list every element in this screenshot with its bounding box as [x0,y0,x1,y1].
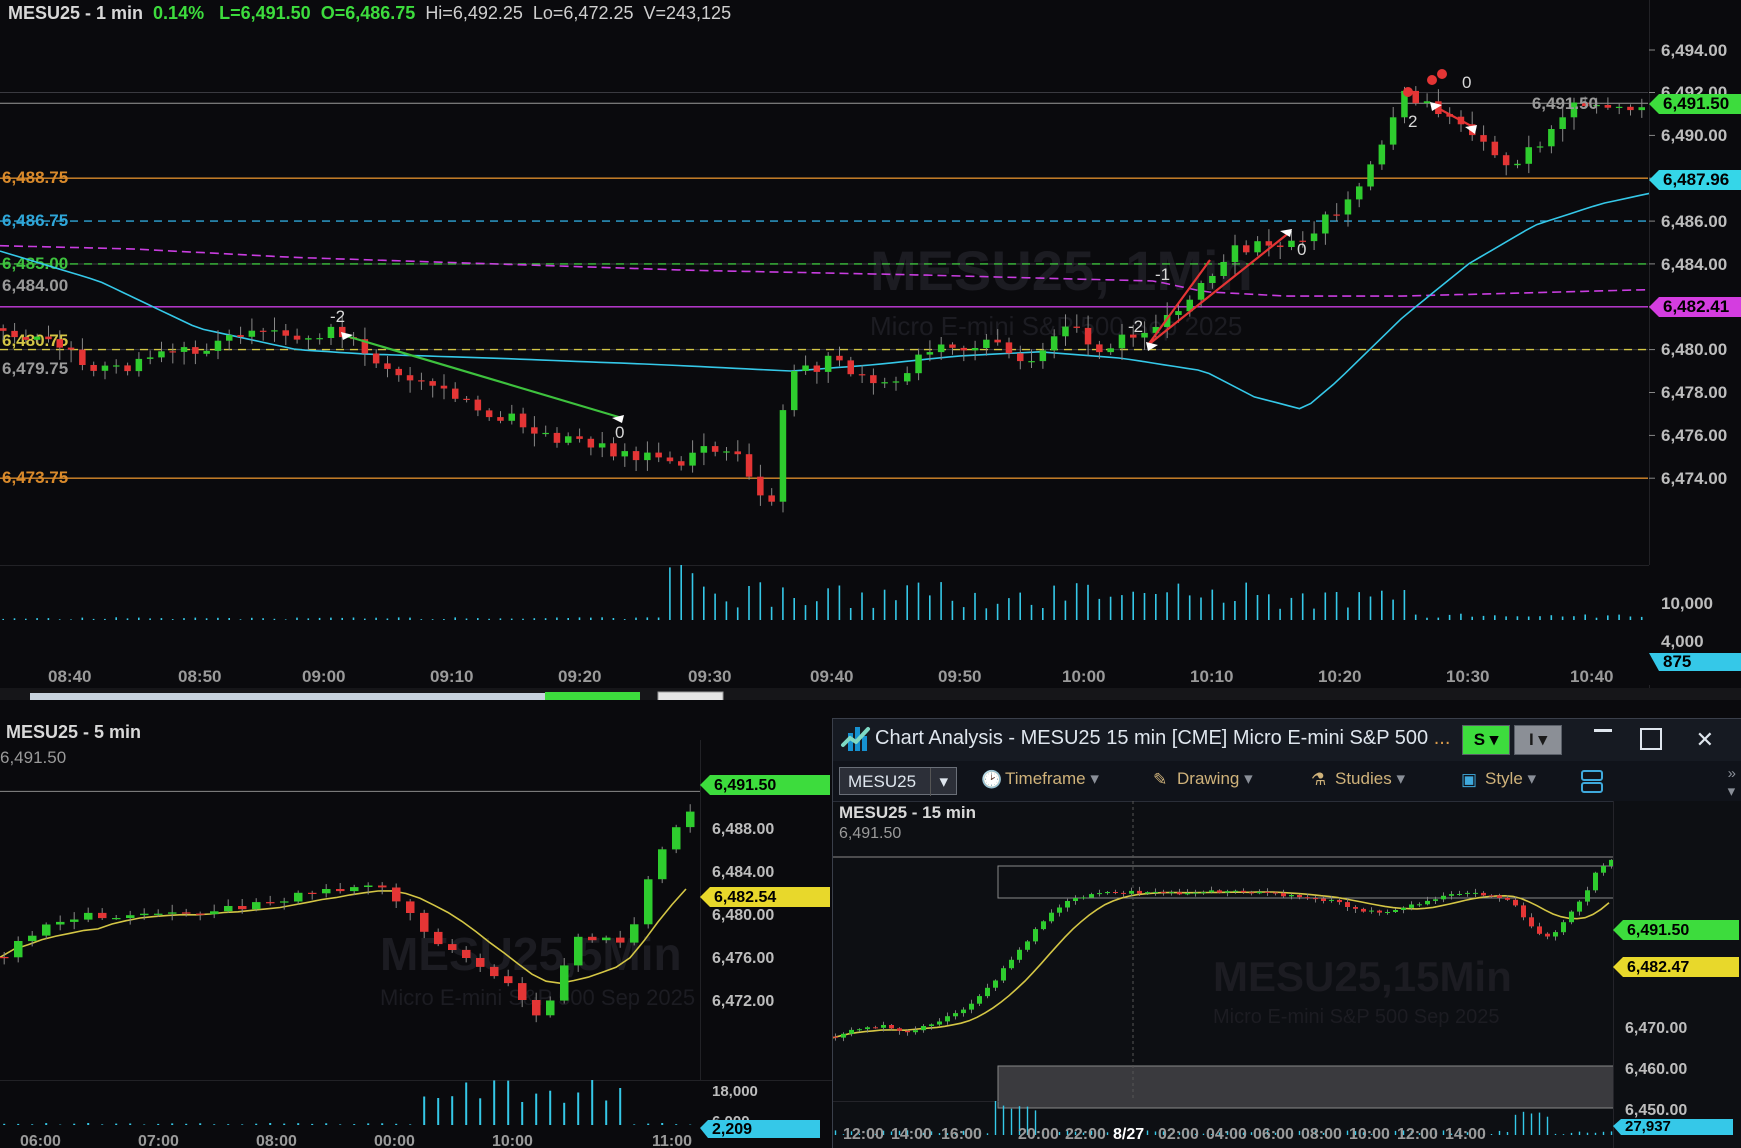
svg-text:0: 0 [1462,73,1471,92]
svg-text:6,491.50: 6,491.50 [1627,922,1689,939]
svg-text:02:00: 02:00 [1158,1126,1199,1143]
svg-text:6,488.75: 6,488.75 [2,168,68,187]
svg-text:6,482.47: 6,482.47 [1627,959,1689,976]
svg-text:6,487.96: 6,487.96 [1663,170,1729,189]
svg-text:10,000: 10,000 [1661,594,1713,613]
svg-text:09:30: 09:30 [688,667,731,686]
svg-text:10:00: 10:00 [492,1133,533,1148]
svg-text:6,482.54: 6,482.54 [714,889,776,906]
svg-text:6,479.75: 6,479.75 [2,359,68,378]
svg-text:6,476.00: 6,476.00 [1661,426,1727,445]
svg-text:12:00: 12:00 [1397,1126,1438,1143]
svg-text:4,000: 4,000 [1661,632,1704,651]
svg-text:10:40: 10:40 [1570,667,1613,686]
svg-text:06:00: 06:00 [1253,1126,1294,1143]
svg-text:6,472.00: 6,472.00 [712,993,774,1010]
svg-text:-2: -2 [330,307,345,326]
svg-text:875: 875 [1663,652,1691,671]
svg-text:08:40: 08:40 [48,667,91,686]
svg-text:6,478.00: 6,478.00 [1661,383,1727,402]
svg-text:11:00: 11:00 [652,1133,692,1148]
svg-text:6,486.75: 6,486.75 [2,211,68,230]
svg-text:6,476.00: 6,476.00 [712,950,774,967]
svg-text:08:00: 08:00 [1301,1126,1342,1143]
svg-text:6,474.00: 6,474.00 [1661,469,1727,488]
svg-text:09:20: 09:20 [558,667,601,686]
svg-text:6,460.00: 6,460.00 [1625,1061,1687,1078]
svg-text:10:30: 10:30 [1446,667,1489,686]
svg-text:Micro E-mini S&P 500 Sep 2025: Micro E-mini S&P 500 Sep 2025 [1213,1006,1499,1028]
svg-text:10:10: 10:10 [1190,667,1233,686]
svg-text:MESU25, 1Min: MESU25, 1Min [870,239,1253,302]
svg-text:16:00: 16:00 [941,1126,982,1143]
svg-text:08:50: 08:50 [178,667,221,686]
svg-text:MESU25,15Min: MESU25,15Min [1213,953,1512,1000]
svg-text:6,473.75: 6,473.75 [2,468,68,487]
svg-text:20:00: 20:00 [1018,1126,1059,1143]
svg-text:14:00: 14:00 [891,1126,932,1143]
svg-text:8/27: 8/27 [1113,1126,1144,1143]
svg-text:18,000: 18,000 [712,1083,758,1100]
svg-text:0: 0 [615,423,624,442]
svg-text:12:00: 12:00 [843,1126,884,1143]
svg-text:6,491.50: 6,491.50 [714,777,776,794]
svg-text:6,470.00: 6,470.00 [1625,1020,1687,1037]
svg-text:2: 2 [1408,112,1417,131]
svg-text:08:00: 08:00 [256,1133,297,1148]
svg-text:14:00: 14:00 [1445,1126,1486,1143]
svg-text:6,484.00: 6,484.00 [712,864,774,881]
svg-text:10:20: 10:20 [1318,667,1361,686]
svg-text:6,480.00: 6,480.00 [712,907,774,924]
svg-text:6,485.00: 6,485.00 [2,254,68,273]
svg-text:09:10: 09:10 [430,667,473,686]
svg-text:6,491.50: 6,491.50 [1663,94,1729,113]
svg-text:6,486.00: 6,486.00 [1661,212,1727,231]
svg-text:07:00: 07:00 [138,1133,179,1148]
svg-text:10:00: 10:00 [1349,1126,1390,1143]
svg-text:09:50: 09:50 [938,667,981,686]
svg-text:00:00: 00:00 [374,1133,415,1148]
svg-text:6,482.41: 6,482.41 [1663,297,1729,316]
svg-text:6,490.00: 6,490.00 [1661,126,1727,145]
svg-text:6,480.00: 6,480.00 [1661,340,1727,359]
svg-text:6,494.00: 6,494.00 [1661,41,1727,60]
svg-text:0: 0 [1297,240,1306,259]
svg-text:-2: -2 [1128,317,1143,336]
svg-text:09:40: 09:40 [810,667,853,686]
svg-text:04:00: 04:00 [1206,1126,1247,1143]
svg-text:22:00: 22:00 [1065,1126,1106,1143]
svg-text:09:00: 09:00 [302,667,345,686]
svg-text:06:00: 06:00 [20,1133,61,1148]
svg-text:6,491.50: 6,491.50 [1532,94,1598,113]
svg-text:-1: -1 [1155,265,1170,284]
svg-text:6,484.00: 6,484.00 [2,276,68,295]
svg-text:10:00: 10:00 [1062,667,1105,686]
svg-text:6,484.00: 6,484.00 [1661,255,1727,274]
svg-text:6,488.00: 6,488.00 [712,821,774,838]
